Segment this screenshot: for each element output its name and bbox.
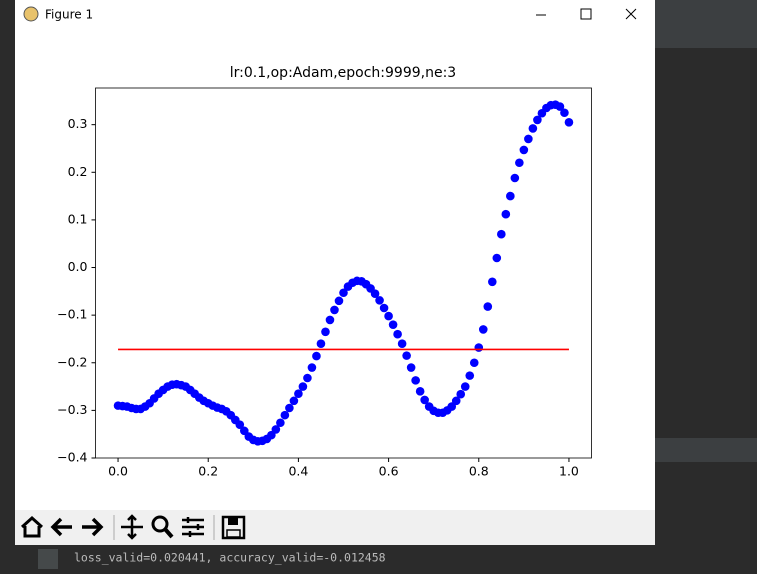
chart-title: lr:0.1,op:Adam,epoch:9999,ne:3 <box>230 65 456 81</box>
pan-button[interactable] <box>121 514 143 540</box>
point <box>555 102 565 111</box>
point <box>460 382 470 391</box>
configure-button[interactable] <box>182 517 204 537</box>
console-icon[interactable] <box>38 549 58 569</box>
point <box>533 115 542 125</box>
point <box>451 396 461 406</box>
y-tick-label: 0.2 <box>68 164 88 179</box>
point <box>325 315 335 325</box>
point <box>528 124 538 133</box>
point <box>397 339 407 349</box>
x-tick-label: 0.6 <box>379 464 399 479</box>
point <box>271 425 281 434</box>
toolbar <box>15 510 655 545</box>
point <box>497 229 506 239</box>
point <box>307 363 317 372</box>
point <box>483 302 493 311</box>
console-output: loss_valid=0.020441, accuracy_valid=-0.0… <box>74 551 386 565</box>
point <box>330 305 339 315</box>
point <box>519 145 529 155</box>
point <box>276 418 285 428</box>
point <box>420 395 429 405</box>
x-tick-label: 0.0 <box>108 464 128 479</box>
point <box>334 296 344 306</box>
point <box>506 191 515 201</box>
ide-panel <box>655 438 757 462</box>
point <box>478 325 488 334</box>
point <box>393 329 402 339</box>
y-tick-label: −0.4 <box>57 450 87 465</box>
zoom-button[interactable] <box>151 515 174 539</box>
y-tick-label: 0.0 <box>68 259 88 274</box>
point <box>294 389 303 399</box>
y-tick-label: −0.2 <box>57 354 87 369</box>
point <box>465 371 475 380</box>
point <box>388 320 398 329</box>
point <box>469 358 479 368</box>
point <box>488 277 497 287</box>
point <box>524 134 533 144</box>
point <box>235 420 245 429</box>
point <box>515 158 524 168</box>
point <box>316 339 326 349</box>
save-button[interactable] <box>221 515 246 540</box>
plot: lr:0.1,op:Adam,epoch:9999,ne:3 0.0 0.2 0.4… <box>57 65 592 479</box>
point <box>501 209 511 219</box>
close-button[interactable] <box>625 8 637 20</box>
point <box>303 373 312 383</box>
window-title: Figure 1 <box>45 8 93 22</box>
point <box>339 288 348 298</box>
point <box>415 387 425 396</box>
point <box>510 173 520 183</box>
console <box>0 545 757 574</box>
y-tick-label: 0.1 <box>68 211 88 226</box>
point <box>280 410 290 420</box>
point <box>411 376 420 385</box>
home-button[interactable] <box>20 515 44 538</box>
x-tick-label: 0.8 <box>469 464 489 479</box>
point <box>289 396 299 406</box>
point <box>402 351 411 360</box>
point <box>384 311 393 321</box>
ide-panel <box>655 0 757 48</box>
x-tick-label: 0.4 <box>288 464 308 479</box>
point <box>298 382 308 391</box>
point <box>406 363 416 372</box>
axes-frame <box>95 87 592 459</box>
point <box>379 303 389 313</box>
point <box>492 253 502 263</box>
forward-button[interactable] <box>82 517 104 537</box>
figure-window <box>15 0 655 545</box>
y-tick-label: 0.3 <box>68 116 88 131</box>
maximize-button[interactable] <box>580 8 592 20</box>
point <box>564 117 574 127</box>
point <box>456 389 466 399</box>
app-icon <box>23 6 39 22</box>
x-tick-label: 0.2 <box>198 464 218 479</box>
point <box>312 351 321 361</box>
point <box>375 296 384 305</box>
y-tick-label: −0.3 <box>57 402 87 417</box>
point <box>285 403 294 413</box>
point <box>321 327 330 337</box>
point <box>370 289 380 299</box>
back-button[interactable] <box>50 517 72 537</box>
point <box>474 343 484 352</box>
y-tick-label: −0.1 <box>57 307 87 322</box>
point <box>560 108 569 118</box>
x-tick-label: 1.0 <box>559 464 579 479</box>
